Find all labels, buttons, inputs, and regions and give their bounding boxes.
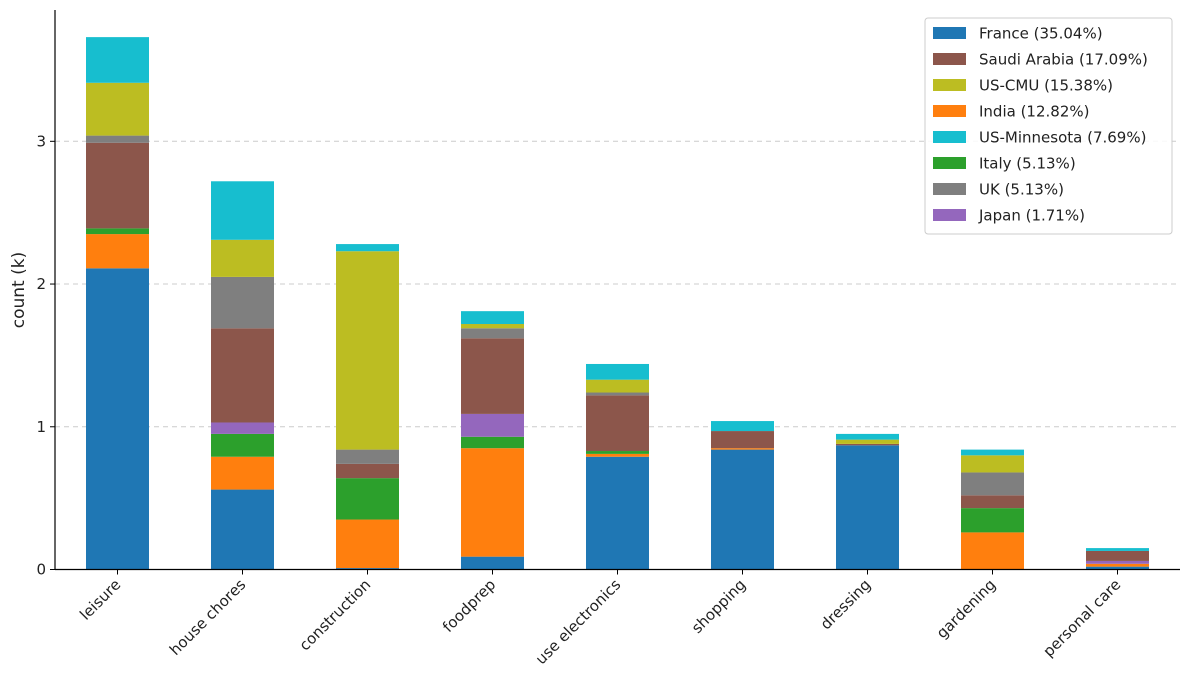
bar-segment-italy [586,451,649,454]
bar-segment-us-minnesota [586,363,649,380]
bar-segment-saudi-arabia [211,328,274,423]
legend-swatch [933,157,966,169]
legend-swatch [933,27,966,39]
bar-segment-india [461,448,524,557]
bar-segment-us-cmu [586,379,649,393]
bar-segment-india [336,519,399,569]
x-tick-label: personal care [1039,576,1124,661]
x-ticks: leisure house chores construction foodprep u… [76,569,1124,668]
legend-swatch [933,209,966,221]
legend-swatch [933,105,966,117]
legend-label: UK (5.13%) [979,181,1064,199]
bar-segment-us-cmu [461,324,524,329]
bar-segment-saudi-arabia [711,431,774,449]
bar-segment-italy [961,508,1024,533]
legend-label: Saudi Arabia (17.09%) [979,51,1148,69]
bar-segment-us-cmu [86,82,149,136]
bar-segment-uk [211,276,274,329]
bar-segment-france [211,489,274,570]
x-tick-label: gardening [933,576,1000,643]
y-tick-label: 1 [36,418,46,436]
x-tick-label: construction [296,576,375,655]
bar-segment-france [86,268,149,570]
bar-segment-uk [461,328,524,339]
legend-label: France (35.04%) [979,25,1103,43]
bar-segment-uk [961,472,1024,496]
legend-label: India (12.82%) [979,103,1089,121]
bar-segment-us-minnesota [336,244,399,252]
legend: France (35.04%) Saudi Arabia (17.09%) US-C… [924,17,1173,235]
y-tick-label: 3 [36,132,46,150]
y-ticks: 0 1 2 3 [36,132,55,579]
bar-segment-saudi-arabia [836,443,899,446]
bar-segment-france [836,445,899,570]
bar-segment-india [211,456,274,490]
bar-segment-saudi-arabia [961,495,1024,509]
legend-label: US-CMU (15.38%) [979,77,1113,95]
x-tick-label: house chores [166,575,249,658]
x-tick-label: dressing [817,576,875,634]
bar-segment-us-cmu [961,455,1024,473]
bar-segment-us-minnesota [461,311,524,325]
bar-segment-japan [1086,560,1149,564]
bars [86,37,1149,570]
legend-frame [924,17,1173,235]
bar-segment-us-minnesota [836,433,899,440]
legend-swatch [933,183,966,195]
legend-label: Italy (5.13%) [979,155,1076,173]
bar-segment-france [711,449,774,570]
bar-segment-india [961,532,1024,570]
y-tick-label: 2 [36,275,46,293]
legend-swatch [933,53,966,65]
bar-segment-us-minnesota [1086,548,1149,551]
bar-segment-india [1086,563,1149,567]
x-tick-label: leisure [76,576,124,624]
y-axis-title: count (k) [9,252,29,328]
bar-segment-japan [211,422,274,434]
bar-segment-us-minnesota [711,421,774,432]
bar-segment-us-minnesota [86,37,149,83]
bar-segment-uk [336,449,399,464]
bar-segment-saudi-arabia [461,338,524,414]
y-tick-label: 0 [36,561,46,579]
legend-swatch [933,79,966,91]
bar-segment-us-cmu [211,239,274,277]
legend-label: Japan (1.71%) [978,207,1085,225]
legend-label: US-Minnesota (7.69%) [979,129,1146,147]
bar-segment-us-minnesota [211,181,274,240]
bar-segment-us-cmu [336,251,399,450]
bar-segment-france [336,568,399,570]
bar-segment-saudi-arabia [586,395,649,452]
legend-swatch [933,131,966,143]
bar-segment-italy [336,478,399,520]
bar-segment-saudi-arabia [86,142,149,229]
bar-segment-italy [211,433,274,457]
bar-segment-japan [461,413,524,437]
bar-segment-us-cmu [836,439,899,444]
bar-segment-saudi-arabia [1086,550,1149,561]
bar-segment-italy [86,228,149,235]
bar-segment-france [1086,566,1149,570]
bar-segment-uk [586,392,649,396]
bar-segment-france [586,456,649,570]
x-tick-label: foodprep [439,576,499,636]
bar-segment-italy [461,436,524,449]
bar-segment-france [461,556,524,570]
bar-segment-india [586,453,649,457]
bar-segment-india [711,448,774,450]
bar-segment-india [86,234,149,269]
bar-segment-uk [86,135,149,143]
bar-segment-us-minnesota [961,449,1024,456]
bar-segment-saudi-arabia [336,463,399,479]
x-tick-label: shopping [688,576,749,637]
x-tick-label: use electronics [532,575,625,668]
